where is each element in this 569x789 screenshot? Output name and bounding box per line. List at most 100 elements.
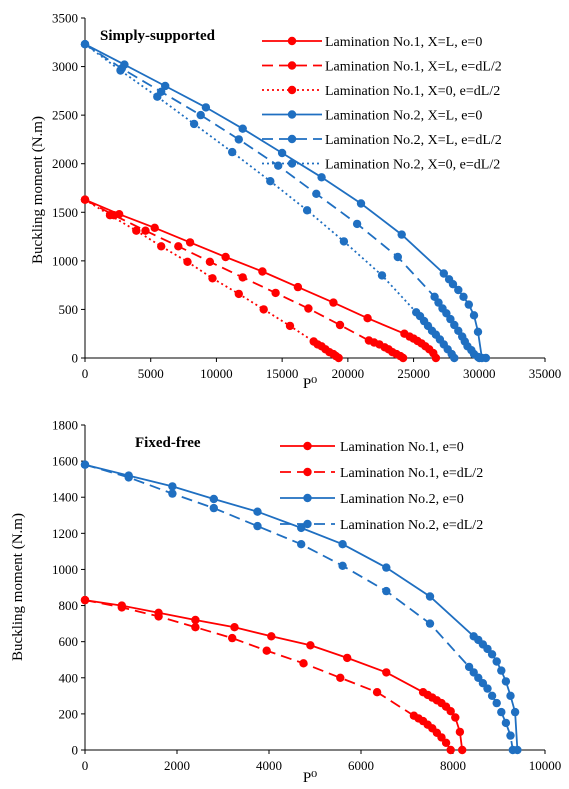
data-point (334, 353, 343, 363)
data-point (506, 731, 515, 740)
data-point (80, 460, 90, 469)
chart-title: Simply-supported (100, 28, 216, 44)
x-tick-label: 4000 (256, 758, 282, 773)
data-point (336, 673, 345, 682)
data-point (473, 327, 483, 336)
data-point (117, 603, 127, 612)
data-point (267, 632, 276, 641)
y-tick-label: 1200 (52, 526, 78, 541)
data-point (458, 745, 467, 755)
series-line (84, 463, 519, 751)
chart-fixed-free: 0 200 400 600 800 1000 1200 1400 1600 1800 0 2000 40… (10, 418, 561, 787)
data-point (234, 135, 243, 144)
x-tick-label: 2000 (164, 758, 190, 773)
data-point (317, 173, 326, 182)
data-point (506, 691, 515, 700)
y-tick-label: 1000 (52, 253, 78, 268)
data-point (393, 252, 402, 262)
data-point (285, 321, 295, 331)
y-tick-label: 400 (59, 670, 79, 685)
y-tick-label: 1800 (52, 418, 78, 433)
y-tick-label: 200 (59, 706, 79, 721)
y-tick-label: 800 (59, 598, 79, 613)
data-point (262, 646, 271, 655)
data-point (124, 473, 133, 482)
data-point (329, 298, 338, 307)
data-point (501, 718, 511, 728)
x-axis-label: P⁰ (303, 770, 317, 786)
data-point (266, 177, 275, 186)
data-point (293, 282, 303, 292)
legend-swatch-marker (287, 134, 297, 144)
legend-label: Lamination No.2, X=L, e=0 (325, 109, 482, 124)
data-point (492, 698, 501, 708)
y-tick-label: 3000 (52, 59, 78, 74)
x-tick-label: 10000 (529, 758, 562, 773)
legend-swatch-marker (287, 159, 297, 168)
data-point (228, 147, 237, 157)
data-point (335, 320, 345, 330)
legend-label: Lamination No.1, e=0 (340, 440, 464, 455)
x-tick-label: 0 (82, 366, 89, 381)
data-point (157, 242, 166, 251)
data-point (238, 124, 247, 133)
data-point (469, 311, 479, 320)
data-point (492, 657, 501, 666)
data-point (230, 623, 239, 632)
data-point (196, 110, 205, 120)
data-point (209, 494, 218, 504)
legend-swatch-marker (303, 441, 312, 451)
data-point (398, 353, 408, 363)
data-point (154, 612, 163, 621)
x-tick-label: 35000 (529, 366, 562, 381)
data-point (304, 304, 313, 313)
data-point (425, 592, 435, 601)
data-point (343, 653, 352, 663)
data-point (434, 298, 443, 307)
data-point (508, 745, 517, 755)
data-point (234, 289, 243, 299)
data-point (150, 223, 159, 232)
data-point (253, 521, 262, 531)
data-point (454, 285, 463, 295)
data-point (338, 561, 347, 570)
data-point (450, 353, 459, 363)
x-tick-label: 6000 (348, 758, 374, 773)
data-point (80, 195, 90, 204)
data-point (439, 269, 448, 278)
x-tick-label: 5000 (138, 366, 164, 381)
data-point (446, 314, 455, 324)
data-point (487, 650, 497, 659)
y-tick-label: 500 (59, 302, 79, 317)
data-point (80, 40, 90, 49)
data-point (431, 353, 441, 363)
series-2 (80, 195, 343, 363)
data-point (338, 540, 347, 549)
legend-swatch-marker (303, 519, 312, 529)
data-point (497, 666, 506, 675)
data-point (174, 242, 183, 251)
data-point (185, 238, 195, 247)
x-tick-label: 0 (82, 758, 89, 773)
data-point (258, 267, 267, 276)
data-point (363, 314, 372, 323)
data-point (356, 199, 366, 208)
data-point (441, 738, 451, 747)
legend-swatch-marker (303, 493, 312, 503)
series-1 (80, 595, 455, 755)
data-point (464, 300, 473, 309)
data-point (455, 727, 465, 737)
data-point (372, 688, 382, 697)
data-point (277, 148, 287, 158)
data-point (302, 206, 312, 215)
data-point (446, 707, 455, 716)
y-tick-label: 2500 (52, 108, 78, 123)
data-point (189, 119, 199, 129)
data-point (306, 641, 315, 650)
x-tick-label: 15000 (266, 366, 299, 381)
legend-label: Lamination No.1, X=0, e=dL/2 (325, 84, 500, 99)
y-tick-label: 0 (72, 351, 79, 366)
series-3 (80, 460, 517, 755)
data-point (191, 615, 200, 625)
y-axis-label: Buckling moment (N.m) (10, 513, 26, 661)
